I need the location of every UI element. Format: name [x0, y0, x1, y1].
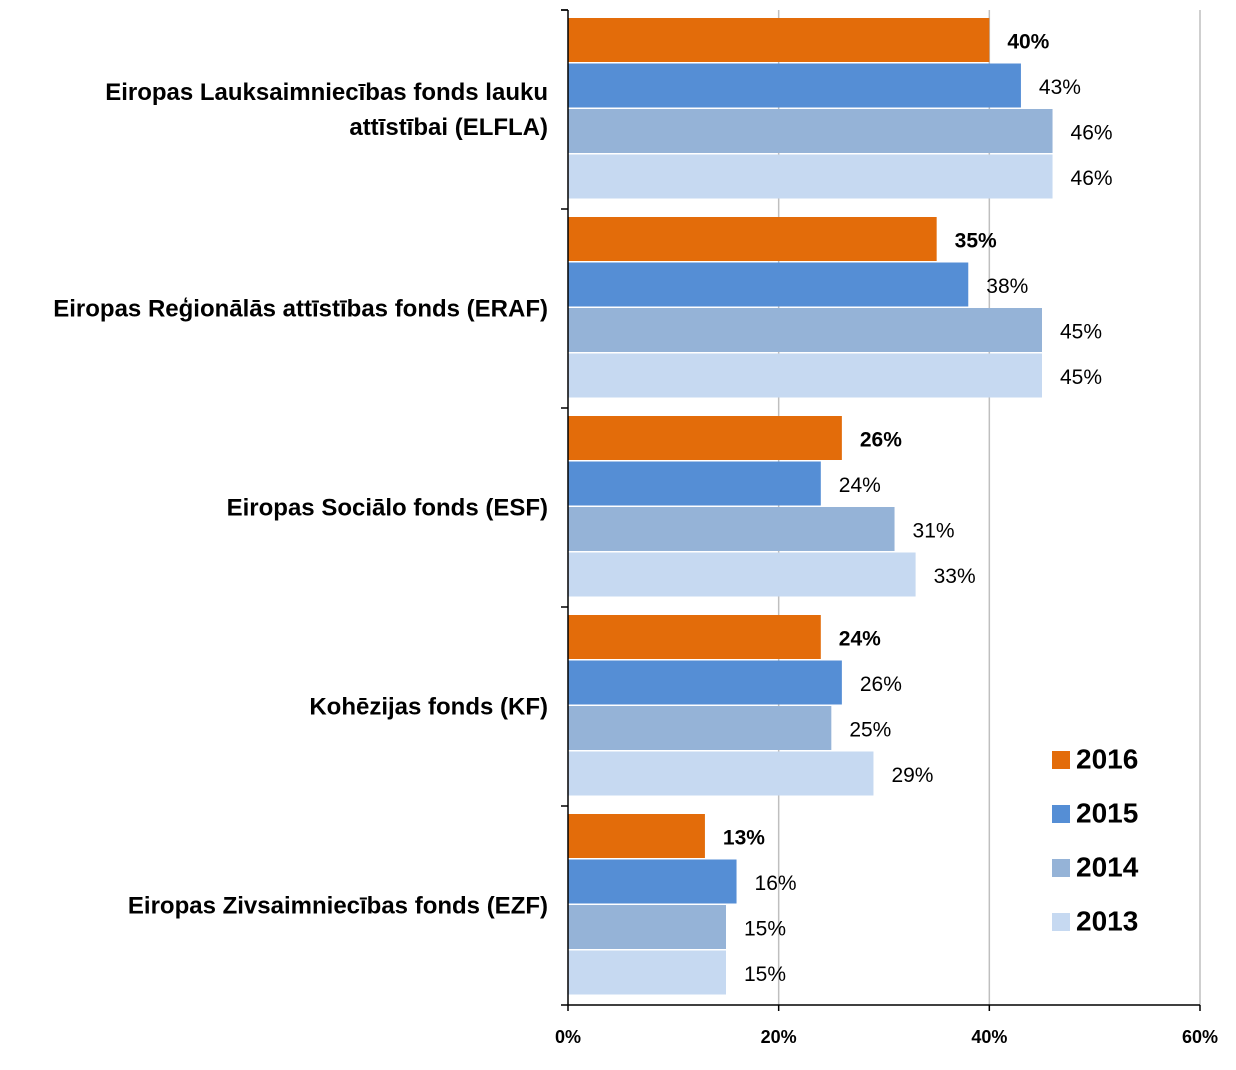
- bar: [568, 217, 937, 261]
- bar: [568, 706, 832, 750]
- bar: [568, 814, 705, 858]
- bar: [568, 18, 990, 62]
- bar: [568, 751, 874, 796]
- bar: [568, 154, 1053, 199]
- bar: [568, 905, 726, 949]
- data-label: 38%: [986, 275, 1028, 298]
- bar: [568, 461, 821, 506]
- x-tick-label: 40%: [971, 1027, 1007, 1047]
- data-label: 24%: [839, 627, 881, 650]
- bar: [568, 308, 1042, 352]
- data-label: 13%: [723, 826, 765, 849]
- category-label: Eiropas Zivsaimniecības fonds (EZF): [127, 892, 548, 919]
- legend-swatch: [1052, 913, 1070, 931]
- data-label: 26%: [860, 428, 902, 451]
- bar: [568, 63, 1021, 108]
- data-label: 16%: [755, 872, 797, 895]
- bar: [568, 950, 726, 995]
- x-tick-label: 60%: [1182, 1027, 1218, 1047]
- x-tick-label: 20%: [761, 1027, 797, 1047]
- data-label: 46%: [1071, 121, 1113, 144]
- category-label: Kohēzijas fonds (KF): [309, 693, 548, 720]
- category-label: Eiropas Lauksaimniecības fonds lauku att…: [105, 78, 548, 141]
- data-label: 25%: [849, 718, 891, 741]
- data-label: 40%: [1007, 30, 1049, 53]
- bar: [568, 552, 916, 597]
- bar: [568, 262, 969, 307]
- bar: [568, 353, 1042, 398]
- legend-swatch: [1052, 751, 1070, 769]
- data-label: 24%: [839, 474, 881, 497]
- data-label: 45%: [1060, 320, 1102, 343]
- bar: [568, 109, 1053, 153]
- legend-label: 2013: [1076, 905, 1138, 936]
- bar: [568, 615, 821, 659]
- x-tick-label: 0%: [555, 1027, 581, 1047]
- data-label: 33%: [934, 565, 976, 588]
- bar: [568, 859, 737, 904]
- category-label: Eiropas Sociālo fonds (ESF): [226, 494, 548, 521]
- legend-swatch: [1052, 805, 1070, 823]
- legend-label: 2015: [1076, 797, 1138, 828]
- data-label: 31%: [913, 519, 955, 542]
- bar: [568, 507, 895, 551]
- category-label: Eiropas Reģionālās attīstības fonds (ERA…: [53, 295, 548, 322]
- data-label: 29%: [891, 764, 933, 787]
- data-label: 46%: [1071, 167, 1113, 190]
- data-label: 45%: [1060, 366, 1102, 389]
- data-label: 35%: [955, 229, 997, 252]
- bar: [568, 660, 842, 705]
- legend-label: 2016: [1076, 743, 1138, 774]
- legend-swatch: [1052, 859, 1070, 877]
- bar: [568, 416, 842, 460]
- data-label: 26%: [860, 673, 902, 696]
- data-label: 43%: [1039, 76, 1081, 99]
- legend-label: 2014: [1076, 851, 1139, 882]
- data-label: 15%: [744, 917, 786, 940]
- data-label: 15%: [744, 963, 786, 986]
